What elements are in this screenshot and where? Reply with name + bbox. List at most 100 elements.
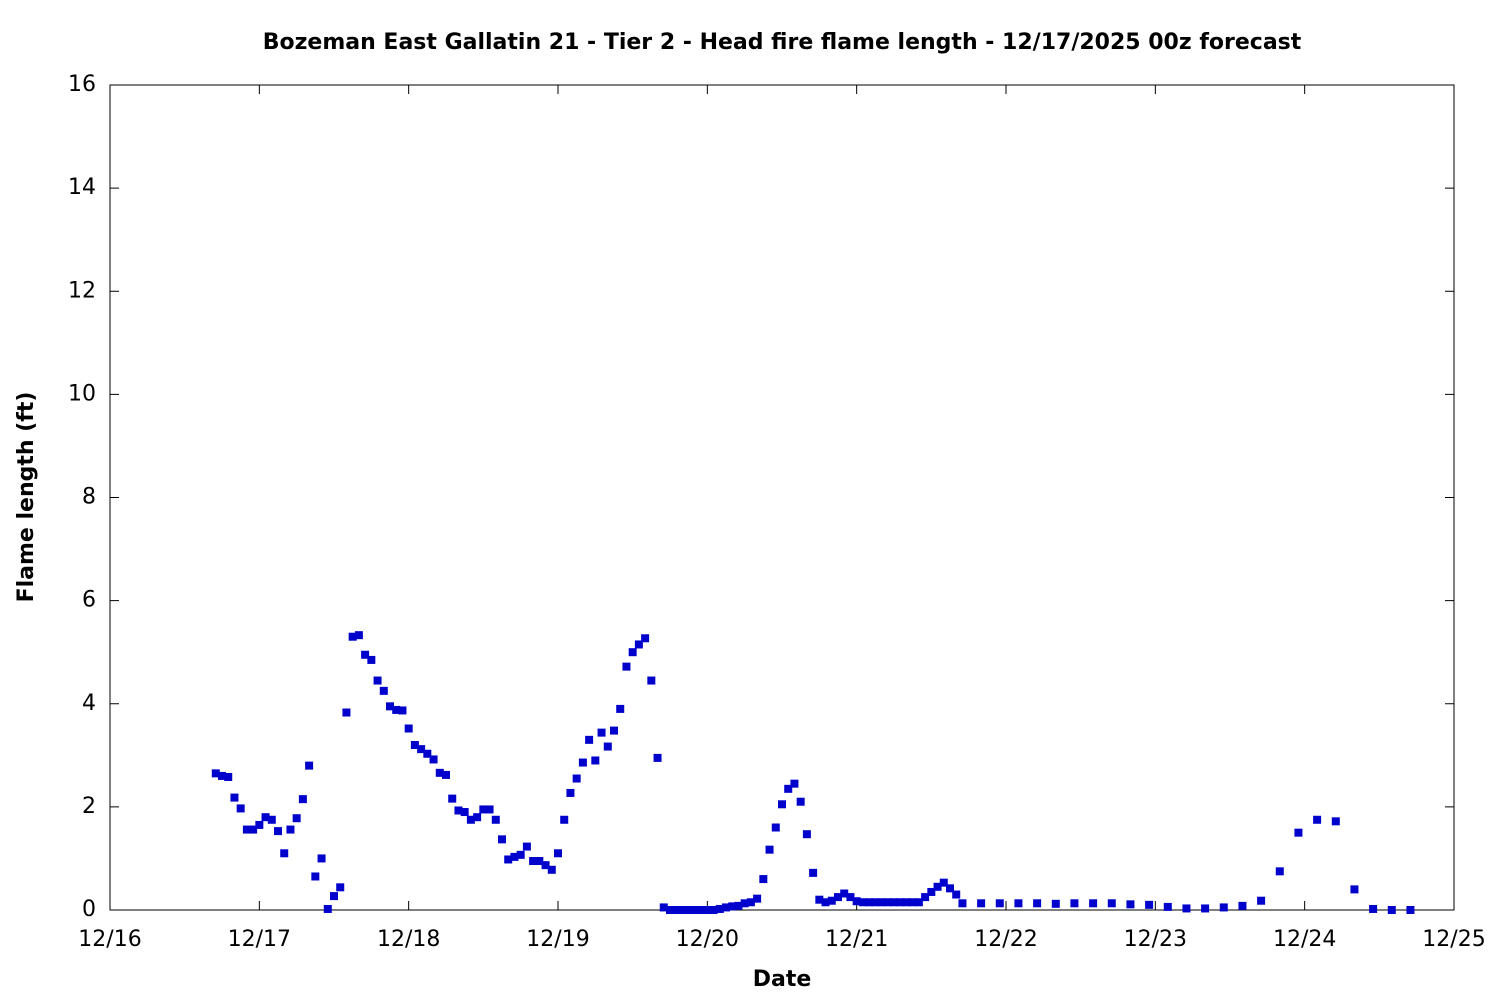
- y-tick-label: 10: [68, 381, 96, 406]
- point: [211, 769, 220, 778]
- point: [858, 898, 867, 907]
- point: [361, 650, 370, 659]
- point: [697, 906, 706, 914]
- point: [628, 648, 637, 657]
- point: [317, 854, 326, 863]
- point: [367, 655, 376, 664]
- point: [715, 904, 724, 913]
- chart-title: Bozeman East Gallatin 21 - Tier 2 - Head…: [263, 30, 1302, 55]
- point: [230, 793, 239, 802]
- point: [1163, 902, 1172, 911]
- point: [1257, 896, 1266, 905]
- point: [267, 815, 276, 824]
- point: [261, 813, 270, 822]
- point: [890, 898, 898, 907]
- point: [666, 906, 674, 914]
- point: [1350, 885, 1359, 894]
- y-tick-label: 6: [82, 588, 96, 613]
- point: [603, 742, 612, 751]
- point: [641, 634, 650, 643]
- point: [1238, 901, 1247, 910]
- point: [566, 788, 575, 797]
- point: [323, 904, 332, 913]
- point: [977, 899, 986, 908]
- point: [1219, 903, 1228, 912]
- point: [547, 865, 556, 874]
- point: [759, 875, 768, 884]
- point: [672, 906, 681, 914]
- point: [896, 898, 905, 907]
- x-tick-label: 12/23: [1124, 927, 1187, 952]
- point: [398, 706, 407, 715]
- point: [871, 898, 880, 907]
- point: [242, 825, 251, 834]
- point: [877, 898, 886, 907]
- point: [1201, 904, 1210, 913]
- point: [404, 724, 413, 733]
- x-tick-label: 12/22: [974, 927, 1037, 952]
- point: [591, 756, 600, 765]
- point: [572, 774, 581, 783]
- point: [379, 686, 388, 695]
- point: [392, 705, 401, 714]
- point: [1089, 899, 1098, 908]
- point: [616, 704, 625, 713]
- point: [659, 903, 668, 912]
- x-axis-label: Date: [753, 967, 812, 992]
- point: [373, 676, 382, 685]
- point: [827, 896, 836, 905]
- point: [1182, 904, 1191, 913]
- point: [958, 899, 967, 908]
- point: [516, 850, 525, 859]
- point: [790, 779, 799, 788]
- point: [1126, 900, 1135, 909]
- point: [578, 758, 587, 767]
- point: [236, 804, 245, 813]
- x-tick-label: 12/17: [228, 927, 291, 952]
- point: [286, 825, 295, 834]
- point: [1275, 867, 1284, 876]
- point: [722, 903, 730, 912]
- point: [1406, 906, 1415, 914]
- point: [1070, 899, 1079, 908]
- point: [435, 768, 444, 777]
- point: [1331, 817, 1340, 826]
- x-tick-label: 12/18: [377, 927, 440, 952]
- point: [311, 872, 320, 881]
- point: [1145, 900, 1154, 909]
- point: [778, 800, 786, 809]
- point: [460, 808, 469, 817]
- point: [622, 662, 631, 671]
- point: [348, 632, 357, 641]
- point: [802, 830, 811, 839]
- point: [728, 902, 737, 911]
- point: [249, 825, 258, 834]
- point: [852, 897, 861, 906]
- point: [821, 898, 830, 907]
- point: [292, 814, 301, 823]
- point: [448, 794, 457, 803]
- point: [684, 906, 693, 914]
- point: [865, 898, 874, 907]
- point: [224, 772, 233, 781]
- point: [703, 906, 712, 914]
- point: [927, 887, 936, 896]
- x-tick-label: 12/20: [676, 927, 739, 952]
- x-tick-label: 12/19: [526, 927, 589, 952]
- point: [442, 770, 450, 779]
- point: [734, 901, 743, 910]
- point: [939, 878, 948, 887]
- point: [914, 898, 923, 907]
- point: [883, 898, 892, 907]
- point: [610, 726, 618, 735]
- point: [634, 640, 643, 649]
- point: [429, 755, 438, 764]
- point: [479, 805, 488, 814]
- point: [417, 745, 426, 754]
- point: [746, 898, 755, 907]
- point: [1369, 904, 1378, 913]
- point: [298, 795, 307, 804]
- point: [1033, 899, 1042, 908]
- point: [946, 884, 954, 893]
- point: [466, 815, 475, 824]
